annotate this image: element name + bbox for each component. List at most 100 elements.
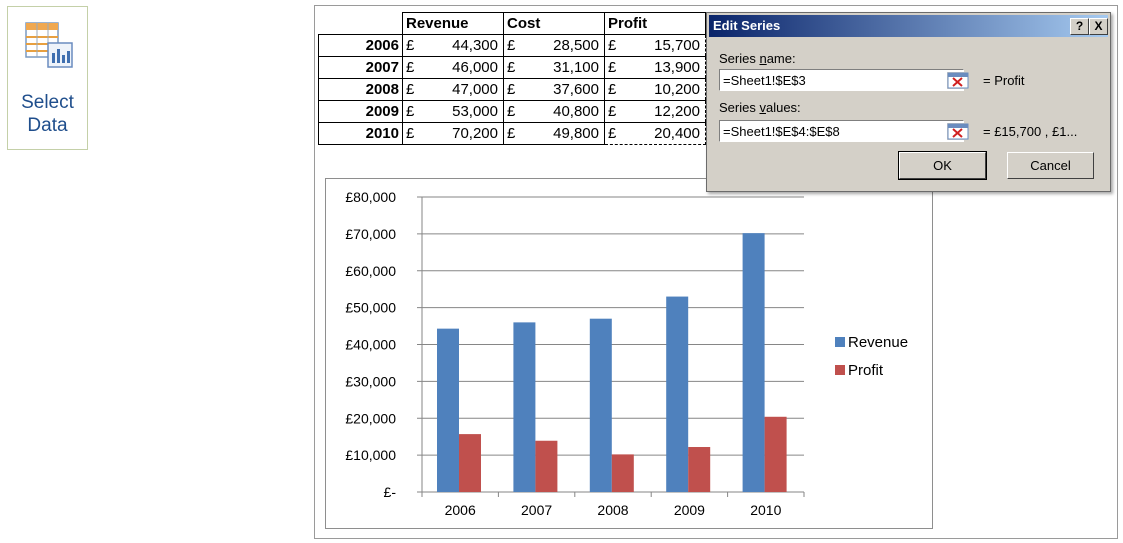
currency-symbol: £ xyxy=(507,103,516,120)
currency-symbol: £ xyxy=(406,59,415,76)
y-tick-label: £10,000 xyxy=(345,447,396,463)
revenue-cell[interactable]: £70,200 xyxy=(402,122,504,145)
bar-profit-2009 xyxy=(688,447,711,492)
y-tick-label: £30,000 xyxy=(345,373,396,389)
revenue-value: 47,000 xyxy=(452,81,498,98)
data-table: Revenue Cost Profit 2006 £44,300 £28,500 £1… xyxy=(318,12,706,145)
profit-value: 12,200 xyxy=(654,103,700,120)
series-values-collapse-button[interactable] xyxy=(947,123,969,140)
bar-revenue-2007 xyxy=(513,322,536,492)
x-tick-label: 2010 xyxy=(750,502,781,518)
cost-cell[interactable]: £49,800 xyxy=(503,122,605,145)
year-cell[interactable]: 2010 xyxy=(318,122,403,145)
column-chart: £- £10,000 £20,000 £30,000 £40,000 £50,000 £60… xyxy=(345,189,908,518)
currency-symbol: £ xyxy=(406,81,415,98)
y-tick-label: £- xyxy=(384,484,397,500)
year-cell[interactable]: 2006 xyxy=(318,34,403,57)
range-select-icon xyxy=(947,123,969,140)
header-profit[interactable]: Profit xyxy=(604,12,706,35)
profit-value: 15,700 xyxy=(654,37,700,54)
x-tick-label: 2009 xyxy=(674,502,705,518)
revenue-value: 44,300 xyxy=(452,37,498,54)
bar-profit-2007 xyxy=(535,440,558,492)
bar-revenue-2009 xyxy=(666,296,689,492)
cost-cell[interactable]: £31,100 xyxy=(503,56,605,79)
revenue-cell[interactable]: £44,300 xyxy=(402,34,504,57)
revenue-cell[interactable]: £53,000 xyxy=(402,100,504,123)
cost-value: 31,100 xyxy=(553,59,599,76)
series-values-preview: = £15,700 , £1... xyxy=(983,124,1078,139)
x-tick-label: 2007 xyxy=(521,502,552,518)
y-tick-label: £60,000 xyxy=(345,263,396,279)
year-cell[interactable]: 2008 xyxy=(318,78,403,101)
ok-button[interactable]: OK xyxy=(898,151,987,180)
currency-symbol: £ xyxy=(507,125,516,142)
profit-value: 20,400 xyxy=(654,125,700,142)
bar-profit-2008 xyxy=(611,454,634,492)
dialog-titlebar[interactable]: Edit Series ? X xyxy=(709,15,1108,37)
close-button[interactable]: X xyxy=(1089,18,1108,35)
profit-cell[interactable]: £10,200 xyxy=(604,78,706,101)
select-data-label-line1: Select xyxy=(21,92,74,113)
currency-symbol: £ xyxy=(608,103,617,120)
select-data-label-line2: Data xyxy=(27,115,68,136)
currency-symbol: £ xyxy=(608,125,617,142)
bar-profit-2010 xyxy=(764,416,787,492)
y-tick-label: £70,000 xyxy=(345,226,396,242)
revenue-cell[interactable]: £46,000 xyxy=(402,56,504,79)
revenue-cell[interactable]: £47,000 xyxy=(402,78,504,101)
cost-cell[interactable]: £37,600 xyxy=(503,78,605,101)
revenue-value: 53,000 xyxy=(452,103,498,120)
revenue-value: 70,200 xyxy=(452,125,498,142)
dialog-title: Edit Series xyxy=(713,18,781,33)
header-revenue[interactable]: Revenue xyxy=(402,12,504,35)
edit-series-dialog: Edit Series ? X Series name: = Profit Se… xyxy=(706,12,1111,192)
legend-swatch-profit xyxy=(835,365,845,375)
table-row: 2006 £44,300 £28,500 £15,700 xyxy=(318,34,706,57)
currency-symbol: £ xyxy=(406,37,415,54)
series-values-input[interactable] xyxy=(719,120,964,142)
year-cell[interactable]: 2007 xyxy=(318,56,403,79)
series-name-preview: = Profit xyxy=(983,73,1025,88)
y-tick-label: £40,000 xyxy=(345,337,396,353)
bar-revenue-2008 xyxy=(589,318,612,492)
header-cost[interactable]: Cost xyxy=(503,12,605,35)
profit-cell[interactable]: £15,700 xyxy=(604,34,706,57)
currency-symbol: £ xyxy=(406,125,415,142)
header-row: Revenue Cost Profit xyxy=(318,12,706,35)
table-row: 2009 £53,000 £40,800 £12,200 xyxy=(318,100,706,123)
profit-cell[interactable]: £12,200 xyxy=(604,100,706,123)
chart-area[interactable]: £- £10,000 £20,000 £30,000 £40,000 £50,000 £60… xyxy=(325,178,933,529)
cancel-button[interactable]: Cancel xyxy=(1007,152,1094,179)
currency-symbol: £ xyxy=(507,81,516,98)
currency-symbol: £ xyxy=(507,59,516,76)
cost-cell[interactable]: £28,500 xyxy=(503,34,605,57)
series-name-input[interactable] xyxy=(719,69,964,91)
table-row: 2008 £47,000 £37,600 £10,200 xyxy=(318,78,706,101)
cost-value: 49,800 xyxy=(553,125,599,142)
year-cell[interactable]: 2009 xyxy=(318,100,403,123)
cost-value: 40,800 xyxy=(553,103,599,120)
cost-cell[interactable]: £40,800 xyxy=(503,100,605,123)
legend-label-profit: Profit xyxy=(848,362,884,379)
corner-cell xyxy=(318,12,403,35)
currency-symbol: £ xyxy=(608,81,617,98)
help-button[interactable]: ? xyxy=(1070,18,1089,35)
y-tick-label: £20,000 xyxy=(345,410,396,426)
legend-swatch-revenue xyxy=(835,337,845,347)
x-tick-label: 2008 xyxy=(597,502,628,518)
series-values-label: Series values: xyxy=(719,100,801,115)
bar-revenue-2010 xyxy=(742,233,765,492)
legend-label-revenue: Revenue xyxy=(848,334,908,351)
series-name-label: Series name: xyxy=(719,51,796,66)
profit-value: 10,200 xyxy=(654,81,700,98)
bar-revenue-2006 xyxy=(437,328,459,492)
x-tick-label: 2006 xyxy=(445,502,476,518)
select-data-button[interactable]: Select Data xyxy=(7,6,88,150)
profit-cell[interactable]: £13,900 xyxy=(604,56,706,79)
cost-value: 28,500 xyxy=(553,37,599,54)
y-tick-label: £80,000 xyxy=(345,189,396,205)
profit-value: 13,900 xyxy=(654,59,700,76)
series-name-collapse-button[interactable] xyxy=(947,72,969,89)
profit-cell[interactable]: £20,400 xyxy=(604,122,706,145)
